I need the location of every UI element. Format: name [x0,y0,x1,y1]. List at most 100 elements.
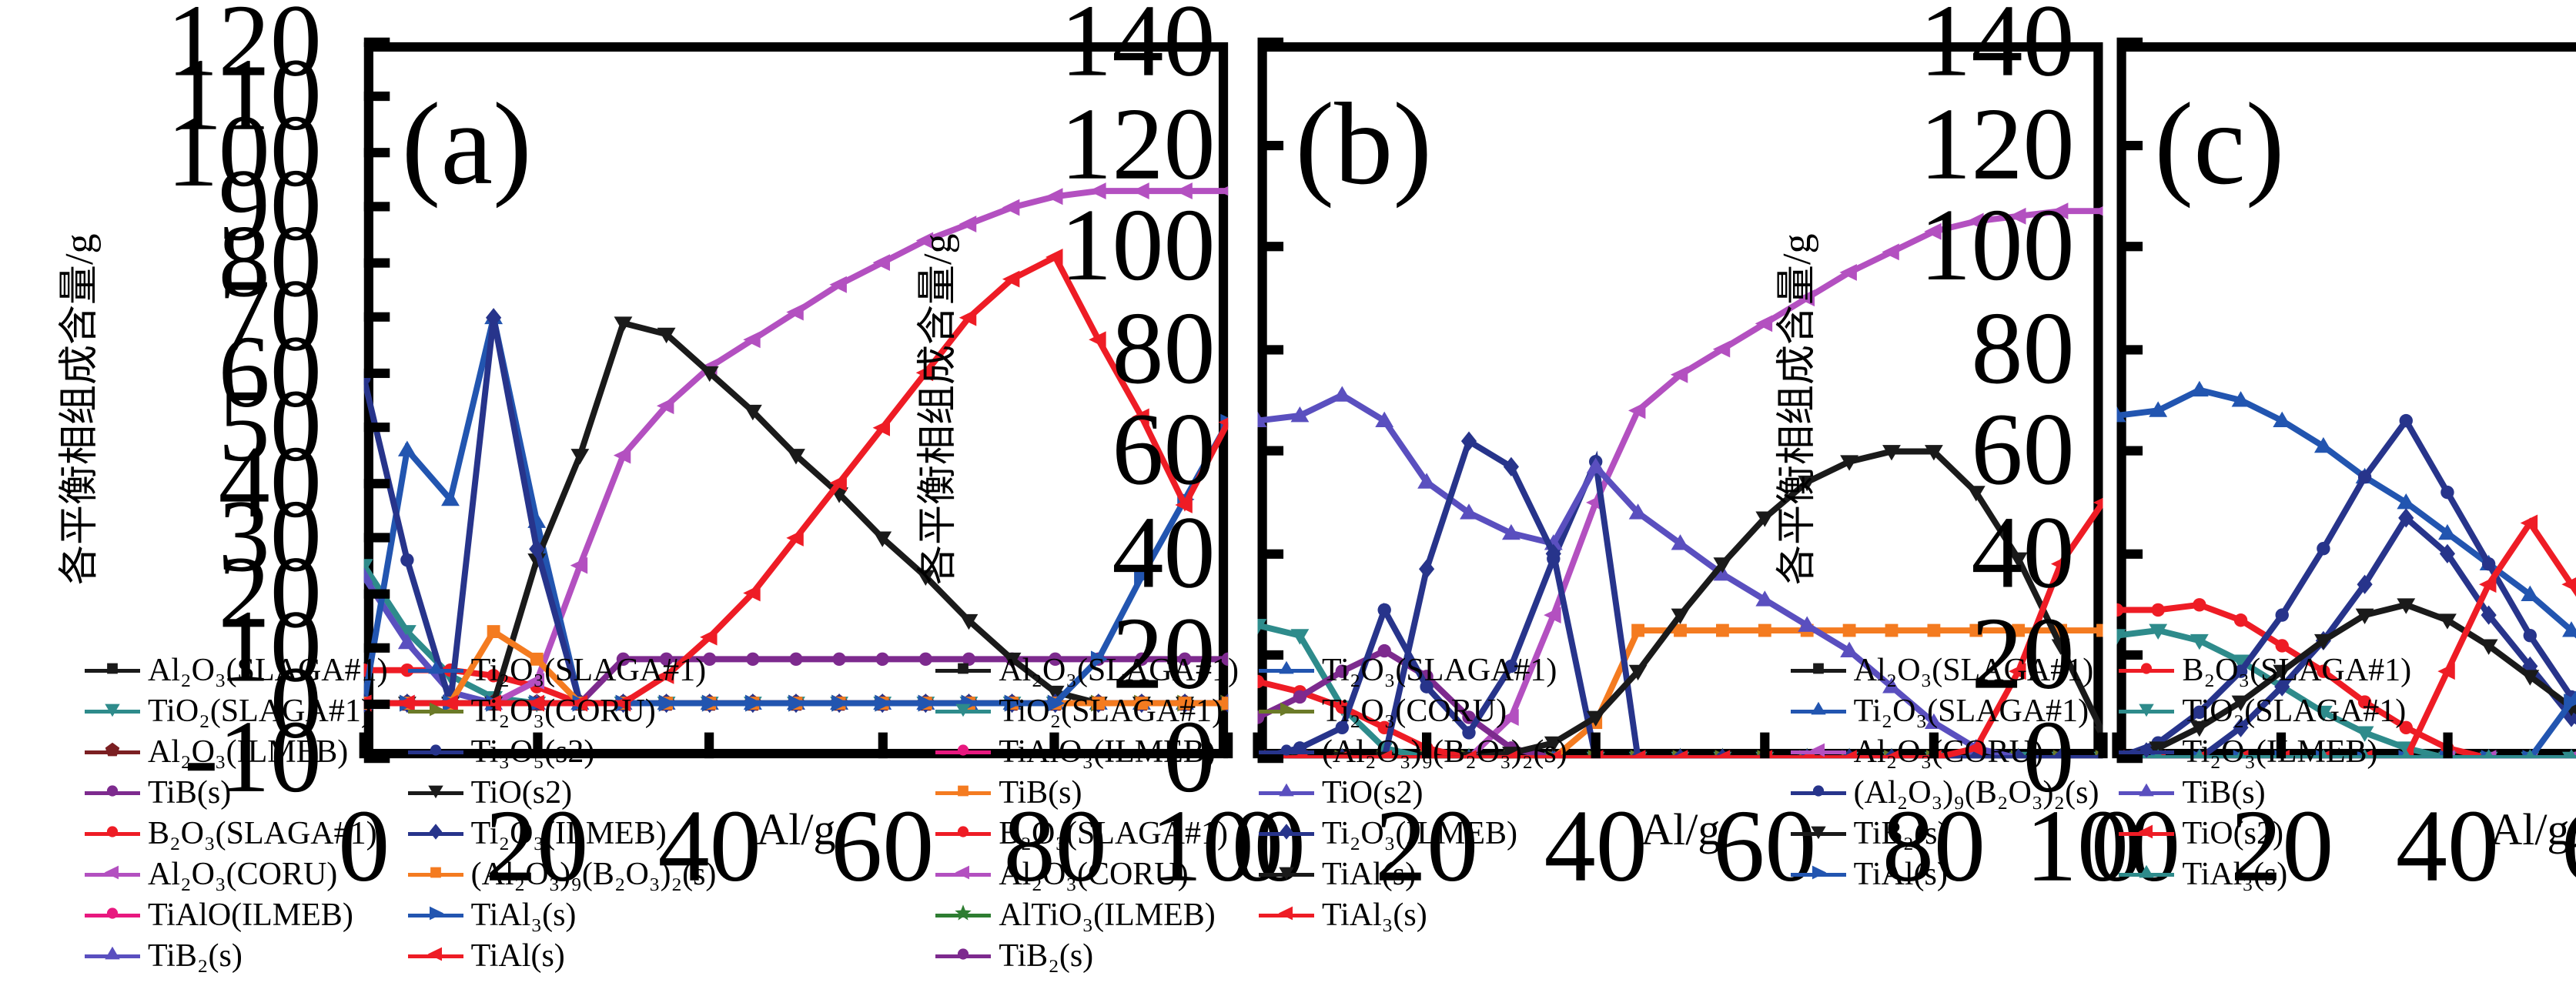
series-line [1257,500,2103,759]
series-marker [1713,557,1732,573]
legend-marker-icon [407,905,463,925]
legend-item[interactable]: TiAl(s) [407,938,717,974]
legend-item[interactable]: Al₂O₃(SLAGA#1) [935,653,1239,688]
series-marker [1671,534,1690,550]
series-marker [786,303,804,321]
legend-item[interactable]: B₂O₃(SLAGA#1) [85,816,388,851]
legend-label: Al₂O₃(CORU) [148,857,338,892]
legend-item[interactable]: TiAl(s) [1790,857,2099,892]
y-tick-label: 20 [218,534,322,650]
legend-item[interactable]: TiAlO(ILMEB) [85,897,388,933]
series-layer-b [1257,202,2103,759]
legend-item[interactable]: Ti₃O₅(s2) [407,734,717,770]
y-tick-label: 0 [2022,699,2075,815]
legend-item[interactable]: TiAlO₃(ILMEB) [935,734,1239,770]
legend-item[interactable]: TiB(s) [85,775,388,811]
legend-item[interactable]: Ti₂O₃(SLAGA#1) [1790,694,2099,729]
legend-item[interactable]: TiO₂(SLAGA#1) [2119,694,2411,729]
series-marker [2355,726,2374,742]
legend-item[interactable]: Ti₂O₃(ILMEB) [1258,816,1567,851]
x-tick-label: 100 [2026,788,2181,904]
legend-item[interactable]: TiO(s2) [1258,775,1567,811]
legend-item[interactable]: Al₂O₃(CORU) [85,857,388,892]
legend-label: Al₂O₃(SLAGA#1) [1853,653,2094,688]
legend-item[interactable]: AlTiO₃(ILMEB) [935,897,1239,933]
series-marker [1419,559,1435,579]
legend-item[interactable]: TiO(s2) [2119,816,2411,851]
series-marker [915,232,934,249]
y-tick-mark [2116,651,2143,661]
series-marker [487,625,500,638]
series-marker [875,652,889,667]
series-marker [1377,603,1392,617]
series-marker [1501,750,1520,759]
series-marker [2313,436,2333,453]
y-tick-mark [363,147,390,158]
legend-item[interactable]: (Al₂O₃)₉(B₂O₃)₂(s) [1790,775,2099,811]
legend-item[interactable]: B₂O₃(SLAGA#1) [2119,653,2411,688]
x-tick-label: 40 [1544,788,1648,904]
legend-item[interactable]: Ti₂O₃(SLAGA#1) [407,653,717,688]
legend-label: TiB(s) [148,775,232,811]
y-tick-mark [363,478,390,488]
legend-item[interactable]: Al₂O₃(CORU) [935,857,1239,892]
series-marker [1671,366,1688,383]
x-tick-label: 0 [2090,788,2143,904]
y-tick-label: 10 [218,589,322,705]
legend-item[interactable]: Ti₂O₃(ILMEB) [407,816,717,851]
legend-item[interactable]: Ti₂O₃(CORU) [1258,694,1567,729]
series-marker [616,652,631,667]
legend-label: Al₂O₃(CORU) [999,857,1189,892]
series-marker [2396,598,2415,614]
series-marker [2151,603,2165,617]
legend-item[interactable]: TiAl₃(s) [2119,857,2411,892]
series-marker [2313,633,2333,650]
legend-item[interactable]: Ti₂O₃(CORU) [407,694,717,729]
legend-marker-icon [1790,783,1846,803]
series-marker [527,673,545,690]
legend-item[interactable]: TiAl₃(s) [1258,897,1567,933]
legend-item[interactable]: (Al₂O₃)₉(B₂O₃)₂(s) [407,857,716,892]
legend-item[interactable]: Ti₂O₃(ILMEB) [2119,734,2411,770]
legend-marker-icon [1258,660,1314,680]
series-marker [2399,413,2413,428]
legend-item[interactable]: Al₂O₃(SLAGA#1) [85,653,388,688]
series-marker [2478,576,2497,593]
legend-label: Al₂O₃(CORU) [1853,734,2043,770]
legend-item[interactable]: TiO₂(SLAGA#1) [935,694,1239,729]
x-tick-label: 100 [1150,788,1306,904]
legend-marker-icon [2119,824,2175,844]
series-marker [2009,207,2026,225]
series-marker [1462,710,1477,724]
series-marker [2565,749,2576,759]
legend-label: TiAl₃(s) [1321,897,1427,933]
legend-item[interactable]: Al₂O₃(SLAGA#1) [1790,653,2099,688]
legend-item[interactable]: TiB₂(s) [1790,816,2099,851]
legend-item[interactable]: TiB(s) [2119,775,2411,811]
legend-item[interactable]: TiB(s) [935,775,1239,811]
legend-item[interactable]: Al₂O₃(CORU) [1790,734,2099,770]
legend-item[interactable]: TiO₂(SLAGA#1) [85,694,388,729]
legend-item[interactable]: TiB₂(s) [935,938,1239,974]
series-marker [2193,749,2205,759]
series-line [1257,450,2103,759]
legend-item[interactable]: (Al₂O₃)₉(B₂O₃)₂(s) [1258,734,1567,770]
legend-marker-icon [935,742,992,762]
legend-item[interactable]: B₂O₃(SLAGA#1) [935,816,1239,851]
y-tick-mark [1257,344,1284,354]
series-marker [2009,552,2028,568]
legend-marker-icon [407,660,463,680]
series-marker [614,316,633,333]
legend-item[interactable]: TiAl(s) [1258,857,1567,892]
series-marker [1587,457,1605,473]
series-marker [2561,621,2576,637]
legend-item[interactable]: TiO(s2) [407,775,717,811]
series-marker [2093,497,2103,508]
series-marker [1925,445,1944,461]
series-marker [400,553,414,567]
legend-item[interactable]: Ti₂O₃(SLAGA#1) [1258,653,1567,688]
series-marker [1333,386,1352,402]
legend-item[interactable]: TiB₂(s) [85,938,388,974]
legend-item[interactable]: Al₂O₃(ILMEB) [85,734,388,770]
legend-item[interactable]: TiAl₃(s) [407,897,717,933]
